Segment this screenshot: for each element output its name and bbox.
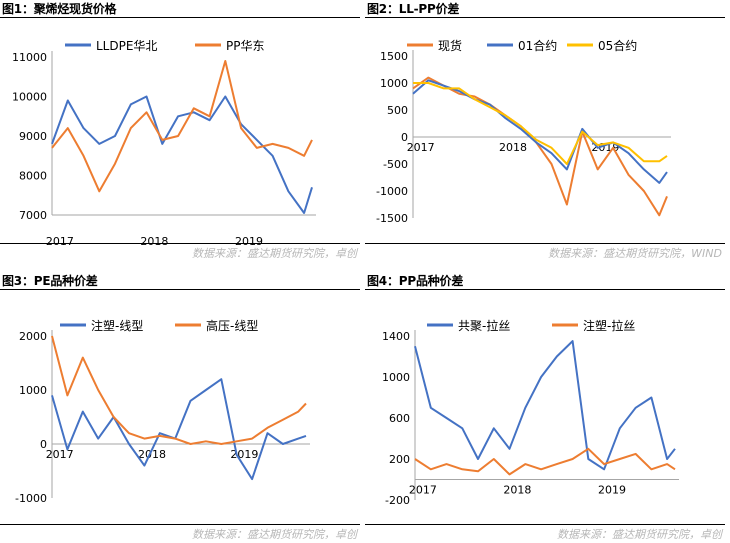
title-divider [365,17,725,18]
source-note: 数据来源：盛达期货研究院，WIND [548,247,722,260]
legend-label: 05合约 [598,38,637,53]
y-tick-label: -500 [383,158,408,171]
legend-label: 注塑-线型 [91,318,143,333]
series-line-2 [51,335,307,445]
y-tick-label: 0 [40,438,47,451]
chart-title: 图2：LL-PP价差 [367,2,460,16]
x-tick-label: 2017 [409,484,437,497]
chart-canvas: -1000 0 1000 2000 2017 2018 2019 注塑-线型 高压-线型 [15,318,310,505]
y-tick-label: 1400 [382,330,410,343]
legend-label: 共聚-拉丝 [458,318,510,333]
source-note: 数据来源：盛达期货研究院，卓创 [557,528,722,541]
y-tick-label: 1000 [380,77,408,90]
legend-label: 注塑-拉丝 [583,318,635,333]
x-tick-label: 2017 [46,235,74,248]
legend-label: 高压-线型 [206,318,258,333]
y-tick-label: -1000 [15,492,47,505]
y-tick-label: 0 [401,131,408,144]
chart-title: 图3：PE品种价差 [2,274,98,288]
legend-label: LLDPE华北 [96,39,157,53]
chart-panel-1: 图1：聚烯烃现货价格 7000 8000 9000 10000 11000 2017 201… [0,0,365,271]
series-line-1 [414,340,676,471]
y-tick-label: 200 [389,453,410,466]
source-divider [0,524,360,525]
x-tick-label: 2017 [407,141,435,154]
x-tick-label: 2019 [598,484,626,497]
y-tick-label: 9000 [19,130,47,143]
series-line-2 [412,79,668,184]
series-line-2 [414,447,676,476]
chart-panel-2: 图2：LL-PP价差 -1500 -1000 -500 0 500 1000 1500 201… [365,0,730,271]
y-tick-label: 2000 [19,330,47,343]
series-line-3 [413,82,668,165]
legend-label: PP华东 [226,39,264,53]
y-tick-label: 600 [389,412,410,425]
x-tick-label: 2018 [503,484,531,497]
y-tick-label: 1000 [382,371,410,384]
y-tick-label: -200 [385,494,410,507]
legend-label: 01合约 [518,38,557,53]
chart-canvas: -200 200 600 1000 1400 2017 2018 2019 共聚-拉丝 注塑-拉丝 [382,318,679,507]
legend-label: 现货 [438,38,462,53]
y-tick-label: 8000 [19,170,47,183]
y-tick-label: 10000 [12,91,47,104]
chart-canvas: 7000 8000 9000 10000 11000 2017 2018 2019 LLDPE华… [12,39,316,248]
x-tick-label: 2018 [140,235,168,248]
x-tick-label: 2017 [46,448,74,461]
source-divider [365,243,725,244]
series-line-1 [412,76,668,217]
series-line-1 [51,95,313,214]
chart-panel-4: 图4：PP品种价差 -200 200 600 1000 1400 2017 2018 2019… [365,272,730,543]
y-tick-label: 11000 [12,51,47,64]
source-divider [0,243,360,244]
series-line-2 [51,60,313,193]
title-divider [0,289,360,290]
source-note: 数据来源：盛达期货研究院，卓创 [192,247,357,260]
x-tick-label: 2018 [499,141,527,154]
chart-title: 图1：聚烯烃现货价格 [2,2,117,16]
chart-title: 图4：PP品种价差 [367,274,464,288]
x-tick-label: 2019 [235,235,263,248]
series-line-1 [51,378,307,481]
y-tick-label: -1000 [376,185,408,198]
y-tick-label: 500 [387,104,408,117]
title-divider [365,289,725,290]
y-tick-label: 1500 [380,50,408,63]
title-divider [0,17,360,18]
y-tick-label: 1000 [19,384,47,397]
x-tick-label: 2019 [230,448,258,461]
y-tick-label: -1500 [376,212,408,225]
y-tick-label: 7000 [19,209,47,222]
source-note: 数据来源：盛达期货研究院，卓创 [192,528,357,541]
chart-panel-3: 图3：PE品种价差 -1000 0 1000 2000 2017 2018 2019 注塑-线… [0,272,365,543]
x-tick-label: 2018 [138,448,166,461]
source-divider [365,524,725,525]
